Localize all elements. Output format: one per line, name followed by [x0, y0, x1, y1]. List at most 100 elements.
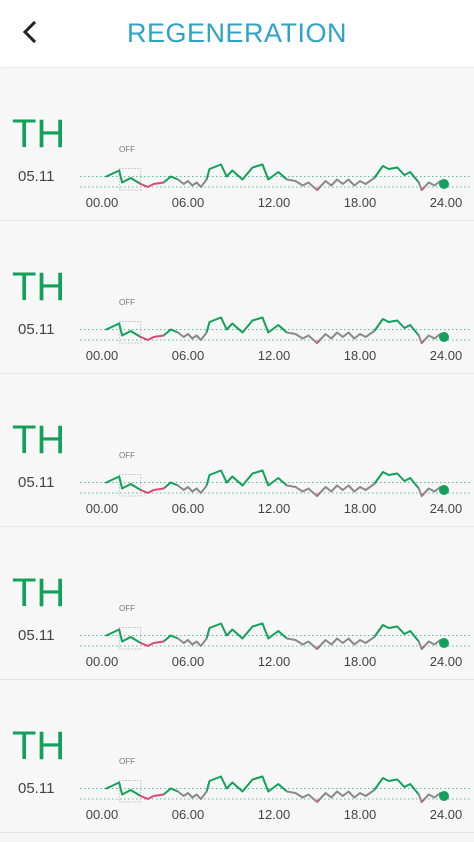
- current-point: [439, 791, 449, 801]
- page-title: REGENERATION: [126, 18, 348, 48]
- time-tick-label: 18.00: [344, 654, 377, 669]
- off-label: OFF: [119, 298, 135, 307]
- series-line: [285, 484, 318, 497]
- regeneration-chart: OFF 00.00 06.00 12.00 18.00 24.00: [80, 604, 470, 669]
- off-label: OFF: [119, 604, 135, 613]
- regeneration-chart: OFF 00.00 06.00 12.00 18.00 24.00: [80, 298, 470, 363]
- series-line: [139, 181, 165, 188]
- series-line: [177, 331, 208, 341]
- time-tick-label: 18.00: [344, 807, 377, 822]
- off-period-box: [118, 474, 142, 497]
- off-period-box: [118, 780, 142, 803]
- series-line: [139, 487, 165, 494]
- date-label: 05.11: [18, 168, 55, 185]
- series-line: [205, 775, 288, 793]
- series-line: [105, 475, 142, 491]
- time-tick-label: 12.00: [258, 195, 291, 210]
- series-line: [318, 483, 376, 494]
- off-label: OFF: [119, 145, 135, 154]
- current-point: [439, 485, 449, 495]
- series-line: [105, 322, 142, 338]
- series-line: [373, 777, 420, 796]
- series-line: [162, 481, 179, 490]
- time-tick-label: 06.00: [172, 807, 205, 822]
- series-line: [373, 624, 420, 643]
- series-line: [318, 636, 376, 647]
- series-line: [318, 789, 376, 800]
- series-line: [318, 330, 376, 341]
- time-tick-label: 18.00: [344, 348, 377, 363]
- day-card[interactable]: TH 05.11 OFF 00.00 06.00 12.00 18.00 24.00: [0, 527, 474, 680]
- day-card[interactable]: TH 05.11 OFF 00.00 06.00 12.00 18.00 24.00: [0, 374, 474, 527]
- time-tick-label: 24.00: [430, 807, 463, 822]
- series-line: [285, 178, 318, 191]
- series-line: [139, 640, 165, 647]
- series-line: [417, 487, 423, 497]
- day-card[interactable]: TH 05.11 OFF 00.00 06.00 12.00 18.00 24.00: [0, 68, 474, 221]
- series-line: [318, 177, 376, 188]
- series-line: [177, 484, 208, 494]
- time-tick-label: 00.00: [86, 807, 119, 822]
- time-tick-label: 00.00: [86, 501, 119, 516]
- app-header: REGENERATION: [0, 0, 474, 67]
- series-line: [205, 622, 288, 640]
- series-line: [162, 634, 179, 643]
- time-tick-label: 06.00: [172, 195, 205, 210]
- current-point: [439, 638, 449, 648]
- regeneration-chart: OFF 00.00 06.00 12.00 18.00 24.00: [80, 451, 470, 516]
- series-line: [285, 637, 318, 650]
- series-line: [105, 169, 142, 185]
- back-button[interactable]: [14, 18, 46, 50]
- series-line: [177, 790, 208, 800]
- time-tick-label: 18.00: [344, 195, 377, 210]
- series-line: [373, 165, 420, 184]
- series-line: [373, 471, 420, 490]
- time-tick-label: 24.00: [430, 501, 463, 516]
- chevron-left-icon: [20, 19, 40, 50]
- time-tick-label: 06.00: [172, 654, 205, 669]
- current-point: [439, 179, 449, 189]
- regeneration-chart: OFF 00.00 06.00 12.00 18.00 24.00: [80, 757, 470, 822]
- day-card[interactable]: TH 05.11 OFF 00.00 06.00 12.00 18.00 24.00: [0, 221, 474, 374]
- series-line: [205, 469, 288, 487]
- current-point: [439, 332, 449, 342]
- day-card[interactable]: TH 05.11 OFF 00.00 06.00 12.00 18.00 24.00: [0, 680, 474, 833]
- weekday-label: TH: [12, 571, 66, 615]
- weekday-label: TH: [12, 265, 66, 309]
- off-label: OFF: [119, 451, 135, 460]
- time-tick-label: 12.00: [258, 348, 291, 363]
- time-tick-label: 24.00: [430, 195, 463, 210]
- weekday-label: TH: [12, 418, 66, 462]
- time-tick-label: 12.00: [258, 807, 291, 822]
- time-tick-label: 24.00: [430, 654, 463, 669]
- series-line: [285, 331, 318, 344]
- date-label: 05.11: [18, 474, 55, 491]
- time-tick-label: 18.00: [344, 501, 377, 516]
- series-line: [417, 640, 423, 650]
- series-line: [139, 334, 165, 341]
- series-line: [417, 334, 423, 344]
- date-label: 05.11: [18, 627, 55, 644]
- off-label: OFF: [119, 757, 135, 766]
- time-tick-label: 00.00: [86, 654, 119, 669]
- series-line: [162, 175, 179, 184]
- regeneration-chart: OFF 00.00 06.00 12.00 18.00 24.00: [80, 145, 470, 210]
- series-line: [205, 163, 288, 181]
- date-label: 05.11: [18, 780, 55, 797]
- time-tick-label: 06.00: [172, 501, 205, 516]
- series-line: [205, 316, 288, 334]
- series-line: [162, 328, 179, 337]
- weekday-label: TH: [12, 112, 66, 156]
- series-line: [105, 628, 142, 644]
- time-tick-label: 12.00: [258, 501, 291, 516]
- time-tick-label: 00.00: [86, 348, 119, 363]
- series-line: [417, 181, 423, 191]
- time-tick-label: 24.00: [430, 348, 463, 363]
- time-tick-label: 00.00: [86, 195, 119, 210]
- series-line: [417, 793, 423, 803]
- off-period-box: [118, 627, 142, 650]
- weekday-label: TH: [12, 724, 66, 768]
- series-line: [139, 793, 165, 800]
- series-line: [177, 178, 208, 188]
- date-label: 05.11: [18, 321, 55, 338]
